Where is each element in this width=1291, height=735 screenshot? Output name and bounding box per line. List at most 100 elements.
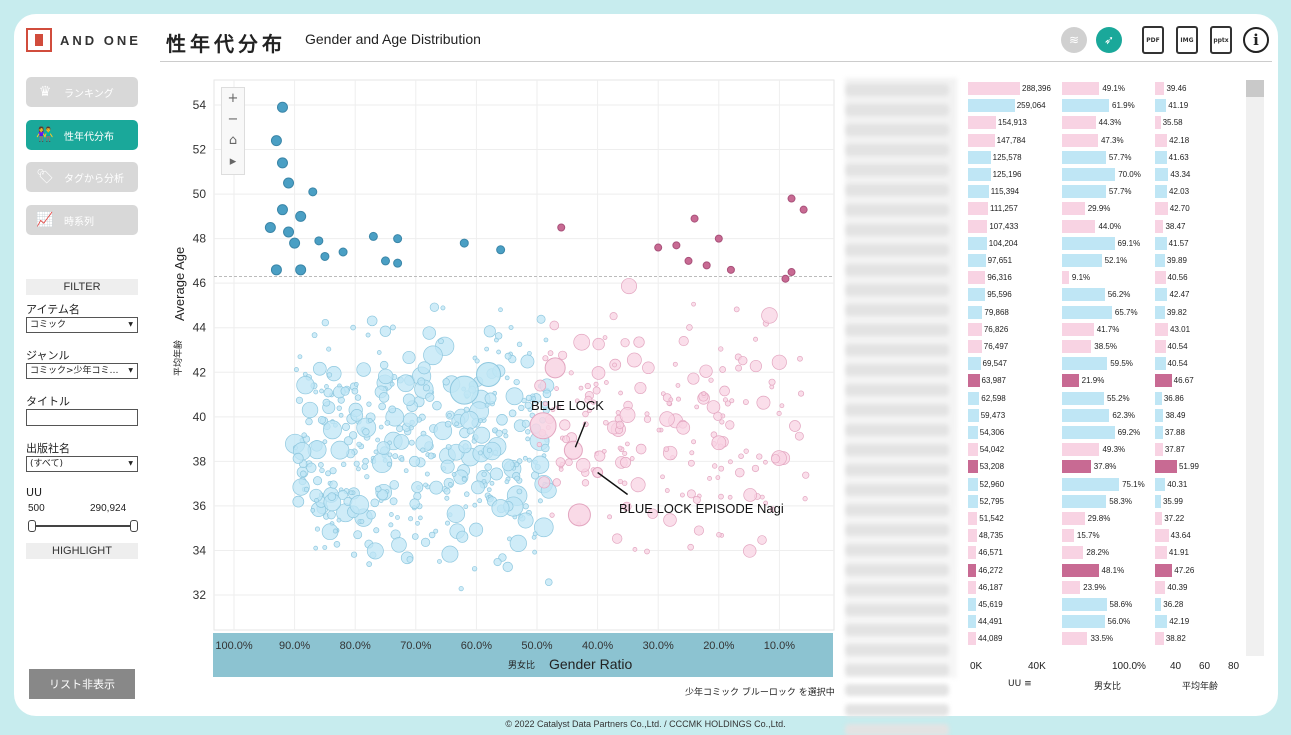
data-point[interactable] bbox=[604, 380, 609, 385]
data-point[interactable] bbox=[584, 395, 593, 404]
data-point[interactable] bbox=[463, 491, 470, 497]
data-point[interactable] bbox=[295, 396, 304, 404]
data-point[interactable] bbox=[366, 315, 378, 327]
zoom-out-icon[interactable]: − bbox=[227, 112, 239, 127]
data-point[interactable] bbox=[326, 346, 332, 352]
data-point[interactable] bbox=[364, 474, 370, 480]
data-point[interactable] bbox=[387, 452, 393, 458]
gender-ratio-bar[interactable] bbox=[1062, 529, 1074, 543]
uu-bar[interactable] bbox=[968, 426, 978, 439]
data-point[interactable] bbox=[353, 460, 360, 467]
data-point[interactable] bbox=[525, 394, 533, 402]
data-point[interactable] bbox=[496, 349, 501, 355]
data-point[interactable] bbox=[541, 443, 550, 453]
data-point[interactable] bbox=[461, 476, 467, 482]
data-point[interactable] bbox=[422, 326, 436, 340]
data-point[interactable] bbox=[552, 478, 561, 487]
gender-ratio-bar[interactable] bbox=[1062, 408, 1110, 422]
data-point[interactable] bbox=[516, 488, 523, 495]
data-point[interactable] bbox=[349, 495, 369, 515]
data-point[interactable] bbox=[521, 419, 530, 428]
data-point[interactable] bbox=[313, 545, 319, 551]
data-point[interactable] bbox=[425, 392, 435, 402]
ratio-column-header[interactable]: 男女比 bbox=[1094, 682, 1122, 692]
data-point[interactable] bbox=[356, 362, 371, 377]
data-point[interactable] bbox=[797, 355, 803, 362]
uu-bar[interactable] bbox=[968, 133, 995, 147]
hide-list-button[interactable]: リスト非表示 bbox=[29, 669, 135, 699]
data-point[interactable] bbox=[543, 337, 549, 343]
data-point[interactable] bbox=[632, 547, 638, 552]
data-point[interactable] bbox=[676, 396, 681, 402]
data-point-above-average[interactable] bbox=[781, 274, 790, 283]
data-point[interactable] bbox=[350, 324, 356, 331]
data-point-above-average[interactable] bbox=[726, 265, 735, 274]
data-point[interactable] bbox=[376, 350, 382, 355]
data-point[interactable] bbox=[493, 557, 502, 567]
uu-bar[interactable] bbox=[968, 374, 980, 388]
data-point-above-average[interactable] bbox=[557, 223, 566, 232]
data-point[interactable] bbox=[542, 401, 548, 407]
data-point[interactable] bbox=[699, 364, 713, 378]
info-icon[interactable]: i bbox=[1243, 27, 1269, 53]
data-point[interactable] bbox=[362, 457, 369, 465]
data-point[interactable] bbox=[409, 498, 420, 509]
data-point[interactable] bbox=[333, 541, 341, 548]
uu-bar[interactable] bbox=[968, 460, 978, 474]
highlight-point[interactable] bbox=[449, 375, 479, 405]
data-point-above-average[interactable] bbox=[270, 264, 282, 276]
highlight-point[interactable] bbox=[567, 503, 591, 527]
average-age-bar[interactable] bbox=[1155, 254, 1165, 267]
data-point[interactable] bbox=[620, 338, 630, 348]
average-age-bar[interactable] bbox=[1155, 150, 1167, 164]
data-point[interactable] bbox=[408, 425, 414, 431]
data-point[interactable] bbox=[498, 307, 503, 313]
data-point[interactable] bbox=[340, 386, 350, 396]
data-point[interactable] bbox=[469, 522, 484, 537]
gender-ratio-bar[interactable] bbox=[1062, 426, 1115, 439]
data-point-above-average[interactable] bbox=[787, 268, 796, 277]
data-point[interactable] bbox=[558, 350, 568, 360]
data-point[interactable] bbox=[757, 535, 767, 545]
data-point[interactable] bbox=[694, 404, 700, 410]
data-point[interactable] bbox=[718, 346, 724, 352]
data-point[interactable] bbox=[440, 305, 446, 311]
data-point[interactable] bbox=[384, 420, 391, 426]
data-point[interactable] bbox=[429, 302, 440, 312]
data-point-above-average[interactable] bbox=[295, 264, 307, 276]
data-point[interactable] bbox=[444, 495, 450, 501]
data-point[interactable] bbox=[473, 426, 491, 444]
data-point[interactable] bbox=[725, 420, 735, 430]
data-point[interactable] bbox=[749, 359, 762, 373]
highlight-point[interactable] bbox=[476, 362, 502, 387]
data-point[interactable] bbox=[484, 346, 490, 352]
data-point[interactable] bbox=[733, 306, 740, 313]
data-point[interactable] bbox=[555, 404, 561, 410]
data-point[interactable] bbox=[386, 461, 392, 467]
publisher-select[interactable]: (すべて) bbox=[26, 456, 138, 472]
data-point[interactable] bbox=[531, 455, 550, 474]
data-point[interactable] bbox=[341, 422, 350, 431]
data-point[interactable] bbox=[422, 384, 430, 392]
data-point[interactable] bbox=[496, 414, 508, 426]
data-point[interactable] bbox=[660, 474, 665, 480]
gender-ratio-bar[interactable] bbox=[1062, 598, 1107, 611]
data-point[interactable] bbox=[491, 499, 510, 518]
data-point[interactable] bbox=[417, 361, 431, 375]
data-point[interactable] bbox=[718, 465, 725, 472]
data-point[interactable] bbox=[486, 487, 492, 493]
gender-ratio-bar[interactable] bbox=[1062, 305, 1112, 319]
data-point[interactable] bbox=[445, 444, 452, 450]
uu-slider-max-handle[interactable] bbox=[130, 520, 138, 532]
data-point[interactable] bbox=[607, 514, 613, 520]
uu-slider-track[interactable] bbox=[32, 525, 134, 527]
data-point[interactable] bbox=[562, 435, 571, 444]
data-point[interactable] bbox=[711, 435, 727, 451]
average-age-bar[interactable] bbox=[1155, 426, 1163, 439]
pdf-export-icon[interactable]: PDF bbox=[1142, 26, 1164, 54]
gender-ratio-bar[interactable] bbox=[1062, 615, 1105, 629]
data-point[interactable] bbox=[505, 387, 524, 406]
data-point[interactable] bbox=[686, 324, 693, 331]
data-point[interactable] bbox=[378, 424, 384, 430]
data-point-above-average[interactable] bbox=[714, 234, 723, 243]
